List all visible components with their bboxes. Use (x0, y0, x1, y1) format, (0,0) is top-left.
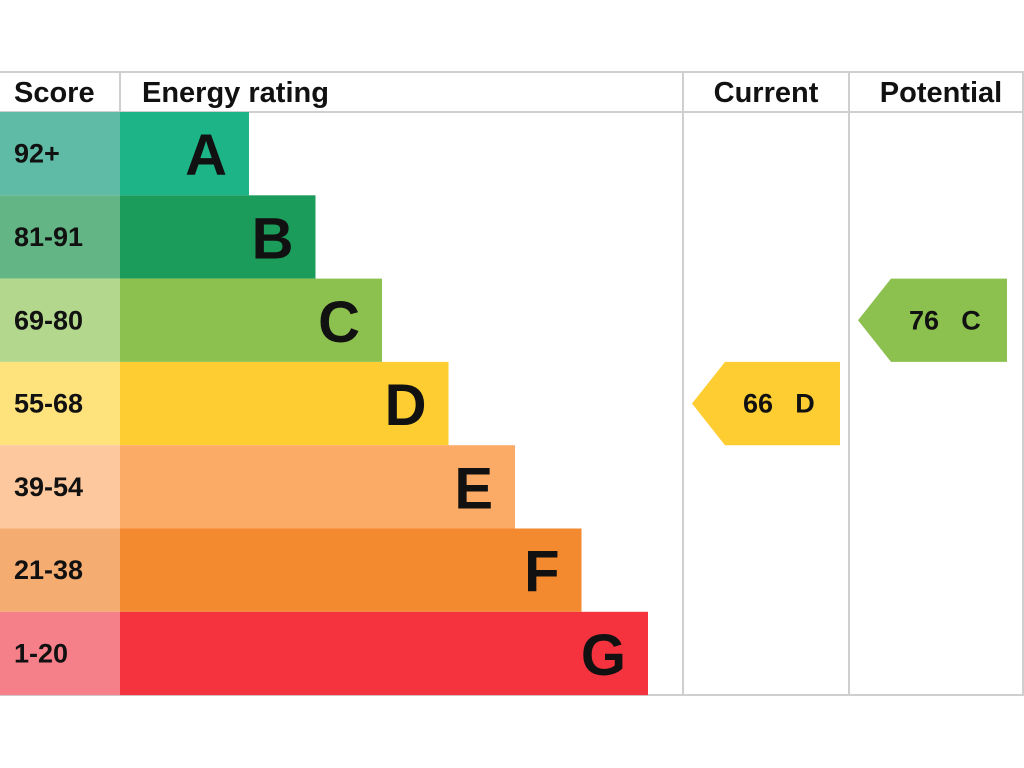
header-potential: Potential (880, 77, 1002, 109)
score-label: 1-20 (14, 638, 68, 668)
potential-value: 76 (909, 305, 939, 335)
rating-letter: C (318, 290, 360, 355)
rating-bar (120, 528, 582, 612)
score-cell (0, 445, 120, 529)
score-cell (0, 112, 120, 196)
score-cell (0, 195, 120, 279)
rating-bar (120, 445, 515, 529)
score-label: 39-54 (14, 472, 83, 502)
current-letter: D (795, 389, 815, 419)
rating-letter: B (252, 206, 294, 271)
score-label: 92+ (14, 139, 60, 169)
rating-letter: E (454, 456, 493, 521)
header-rating: Energy rating (142, 77, 329, 109)
score-label: 21-38 (14, 555, 83, 585)
score-cell (0, 278, 120, 362)
rating-bar (120, 195, 316, 279)
rating-letter: D (385, 373, 427, 438)
rating-letter: F (524, 540, 559, 605)
rating-bar (120, 361, 449, 446)
score-cell (0, 528, 120, 612)
rating-bar (120, 112, 249, 196)
current-value: 66 (743, 389, 773, 419)
rating-letter: A (185, 123, 227, 188)
header-score: Score (14, 77, 95, 109)
header-current: Current (714, 77, 819, 109)
current-arrow (692, 361, 840, 446)
score-cell (0, 361, 120, 446)
rating-letter: G (581, 623, 626, 688)
rating-bar (120, 611, 648, 696)
score-cell (0, 611, 120, 696)
potential-letter: C (961, 305, 981, 335)
score-label: 81-91 (14, 222, 83, 252)
potential-arrow (858, 278, 1007, 362)
score-label: 55-68 (14, 389, 83, 419)
rating-bar (120, 278, 382, 362)
score-label: 69-80 (14, 305, 83, 335)
